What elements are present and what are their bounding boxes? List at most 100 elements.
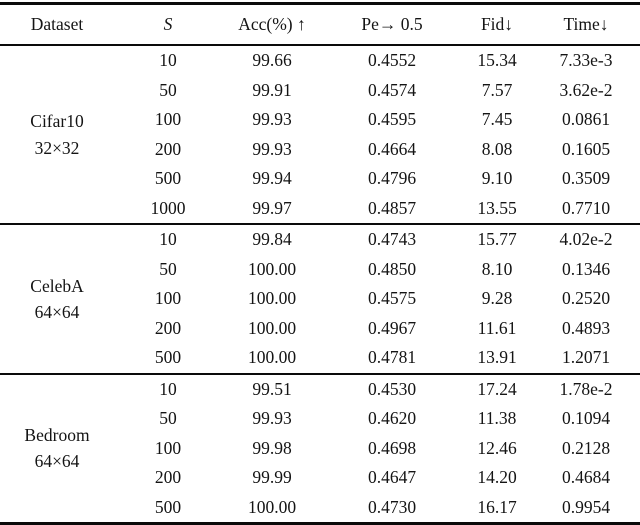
cell-time: 7.33e-3 — [559, 50, 613, 71]
cell-pe: 0.4857 — [367, 197, 417, 218]
cell-acc: 99.94 — [252, 168, 292, 189]
group-cifar10: Cifar10 32×32 10 99.66 0.4552 15.34 7.33… — [0, 45, 640, 224]
table-row: 200 100.00 0.4967 11.61 0.4893 — [0, 314, 640, 344]
table-row: CelebA 64×64 10 99.84 0.4743 15.77 4.02e… — [0, 224, 640, 322]
cell-fid: 9.10 — [481, 168, 513, 189]
cell-acc: 100.00 — [247, 288, 297, 309]
cell-time: 0.0861 — [561, 109, 611, 130]
cell-fid: 16.17 — [477, 496, 517, 517]
table-header: Dataset S Acc(%) ↑ Pe→ 0.5 Fid↓ Time↓ — [0, 3, 640, 46]
cell-s: 10 — [159, 229, 177, 250]
group-celeba: CelebA 64×64 10 99.84 0.4743 15.77 4.02e… — [0, 224, 640, 374]
cell-time: 0.2520 — [561, 288, 611, 309]
cell-acc: 99.99 — [252, 467, 292, 488]
dataset-name: CelebA — [30, 275, 84, 296]
dataset-cell-celeba: CelebA 64×64 — [0, 224, 114, 374]
dataset-name: Bedroom — [24, 425, 90, 445]
cell-fid: 15.34 — [477, 50, 517, 71]
cell-time: 0.4893 — [561, 317, 611, 338]
cell-fid: 13.91 — [477, 347, 517, 368]
table-row: 50 99.91 0.4574 7.57 3.62e-2 — [0, 76, 640, 106]
col-header-fid: Fid↓ — [462, 3, 532, 46]
cell-fid: 11.38 — [477, 408, 517, 429]
cell-fid: 12.46 — [477, 437, 517, 458]
table-row: 100 100.00 0.4575 9.28 0.2520 — [0, 284, 640, 314]
col-header-dataset: Dataset — [0, 3, 114, 46]
cell-acc: 99.98 — [252, 437, 292, 458]
table-row: 1000 99.97 0.4857 13.55 0.7710 — [0, 194, 640, 225]
cell-time: 0.7710 — [561, 197, 611, 218]
col-header-s: S — [114, 3, 222, 46]
cell-fid: 7.57 — [481, 79, 513, 100]
table-row: Cifar10 32×32 10 99.66 0.4552 15.34 7.33… — [0, 45, 640, 157]
cell-pe: 0.4552 — [367, 50, 417, 71]
cell-s: 500 — [154, 347, 182, 368]
table-row: 50 99.93 0.4620 11.38 0.1094 — [0, 404, 640, 434]
dataset-resolution: 64×64 — [34, 301, 80, 322]
table-row: Bedroom 64×64 10 99.51 0.4530 17.24 1.78… — [0, 374, 640, 472]
cell-s: 50 — [159, 408, 177, 429]
cell-pe: 0.4647 — [367, 467, 417, 488]
cell-pe: 0.4664 — [367, 138, 417, 159]
cell-fid: 8.08 — [481, 138, 513, 159]
cell-time: 0.2128 — [561, 437, 611, 458]
table-row: 50 100.00 0.4850 8.10 0.1346 — [0, 255, 640, 285]
table-row: 500 100.00 0.4730 16.17 0.9954 — [0, 493, 640, 524]
cell-pe: 0.4730 — [367, 496, 417, 517]
cell-acc: 100.00 — [247, 258, 297, 279]
cell-fid: 7.45 — [481, 109, 513, 130]
col-header-acc: Acc(%) ↑ — [222, 3, 322, 46]
cell-time: 1.2071 — [561, 347, 611, 368]
cell-pe: 0.4595 — [367, 109, 417, 130]
cell-acc: 99.93 — [252, 138, 292, 159]
cell-pe: 0.4743 — [367, 229, 417, 250]
cell-s: 10 — [159, 50, 177, 71]
cell-acc: 99.93 — [252, 109, 292, 130]
cell-s: 50 — [159, 258, 177, 279]
cell-s: 200 — [154, 317, 182, 338]
table-row: 500 100.00 0.4781 13.91 1.2071 — [0, 343, 640, 374]
cell-pe: 0.4781 — [367, 347, 417, 368]
cell-s: 100 — [154, 109, 182, 130]
cell-pe: 0.4698 — [367, 437, 417, 458]
cell-fid: 11.61 — [477, 317, 517, 338]
table-row: 500 99.94 0.4796 9.10 0.3509 — [0, 164, 640, 194]
cell-s: 500 — [154, 168, 182, 189]
cell-time: 3.62e-2 — [559, 79, 613, 100]
cell-s: 100 — [154, 437, 182, 458]
cell-time: 4.02e-2 — [559, 229, 613, 250]
cell-s: 200 — [154, 138, 182, 159]
table-row: 200 99.93 0.4664 8.08 0.1605 — [0, 135, 640, 165]
cell-acc: 99.84 — [252, 229, 292, 250]
cell-time: 0.3509 — [561, 168, 611, 189]
cell-acc: 99.93 — [252, 408, 292, 429]
header-row: Dataset S Acc(%) ↑ Pe→ 0.5 Fid↓ Time↓ — [0, 3, 640, 46]
cell-pe: 0.4574 — [367, 79, 417, 100]
cell-fid: 14.20 — [477, 467, 517, 488]
cell-s: 1000 — [150, 197, 186, 218]
cell-acc: 100.00 — [247, 496, 297, 517]
cell-time: 1.78e-2 — [559, 378, 613, 399]
col-header-pe: Pe→ 0.5 — [322, 3, 462, 46]
cell-pe: 0.4620 — [367, 408, 417, 429]
col-header-time: Time↓ — [532, 3, 640, 46]
table-row: 100 99.98 0.4698 12.46 0.2128 — [0, 434, 640, 464]
dataset-name: Cifar10 — [30, 111, 84, 132]
cell-s: 200 — [154, 467, 182, 488]
table-row: 200 99.99 0.4647 14.20 0.4684 — [0, 463, 640, 493]
cell-s: 10 — [159, 378, 177, 399]
cell-fid: 15.77 — [477, 229, 517, 250]
cell-fid: 8.10 — [481, 258, 513, 279]
cell-fid: 9.28 — [481, 288, 513, 309]
cell-acc: 99.91 — [252, 79, 292, 100]
cell-acc: 99.66 — [252, 50, 292, 71]
cell-time: 0.4684 — [561, 467, 611, 488]
group-bedroom: Bedroom 64×64 10 99.51 0.4530 17.24 1.78… — [0, 374, 640, 524]
cell-s: 100 — [154, 288, 182, 309]
cell-pe: 0.4530 — [367, 378, 417, 399]
cell-time: 0.1094 — [561, 408, 611, 429]
cell-pe: 0.4575 — [367, 288, 417, 309]
cell-acc: 99.51 — [252, 378, 292, 399]
